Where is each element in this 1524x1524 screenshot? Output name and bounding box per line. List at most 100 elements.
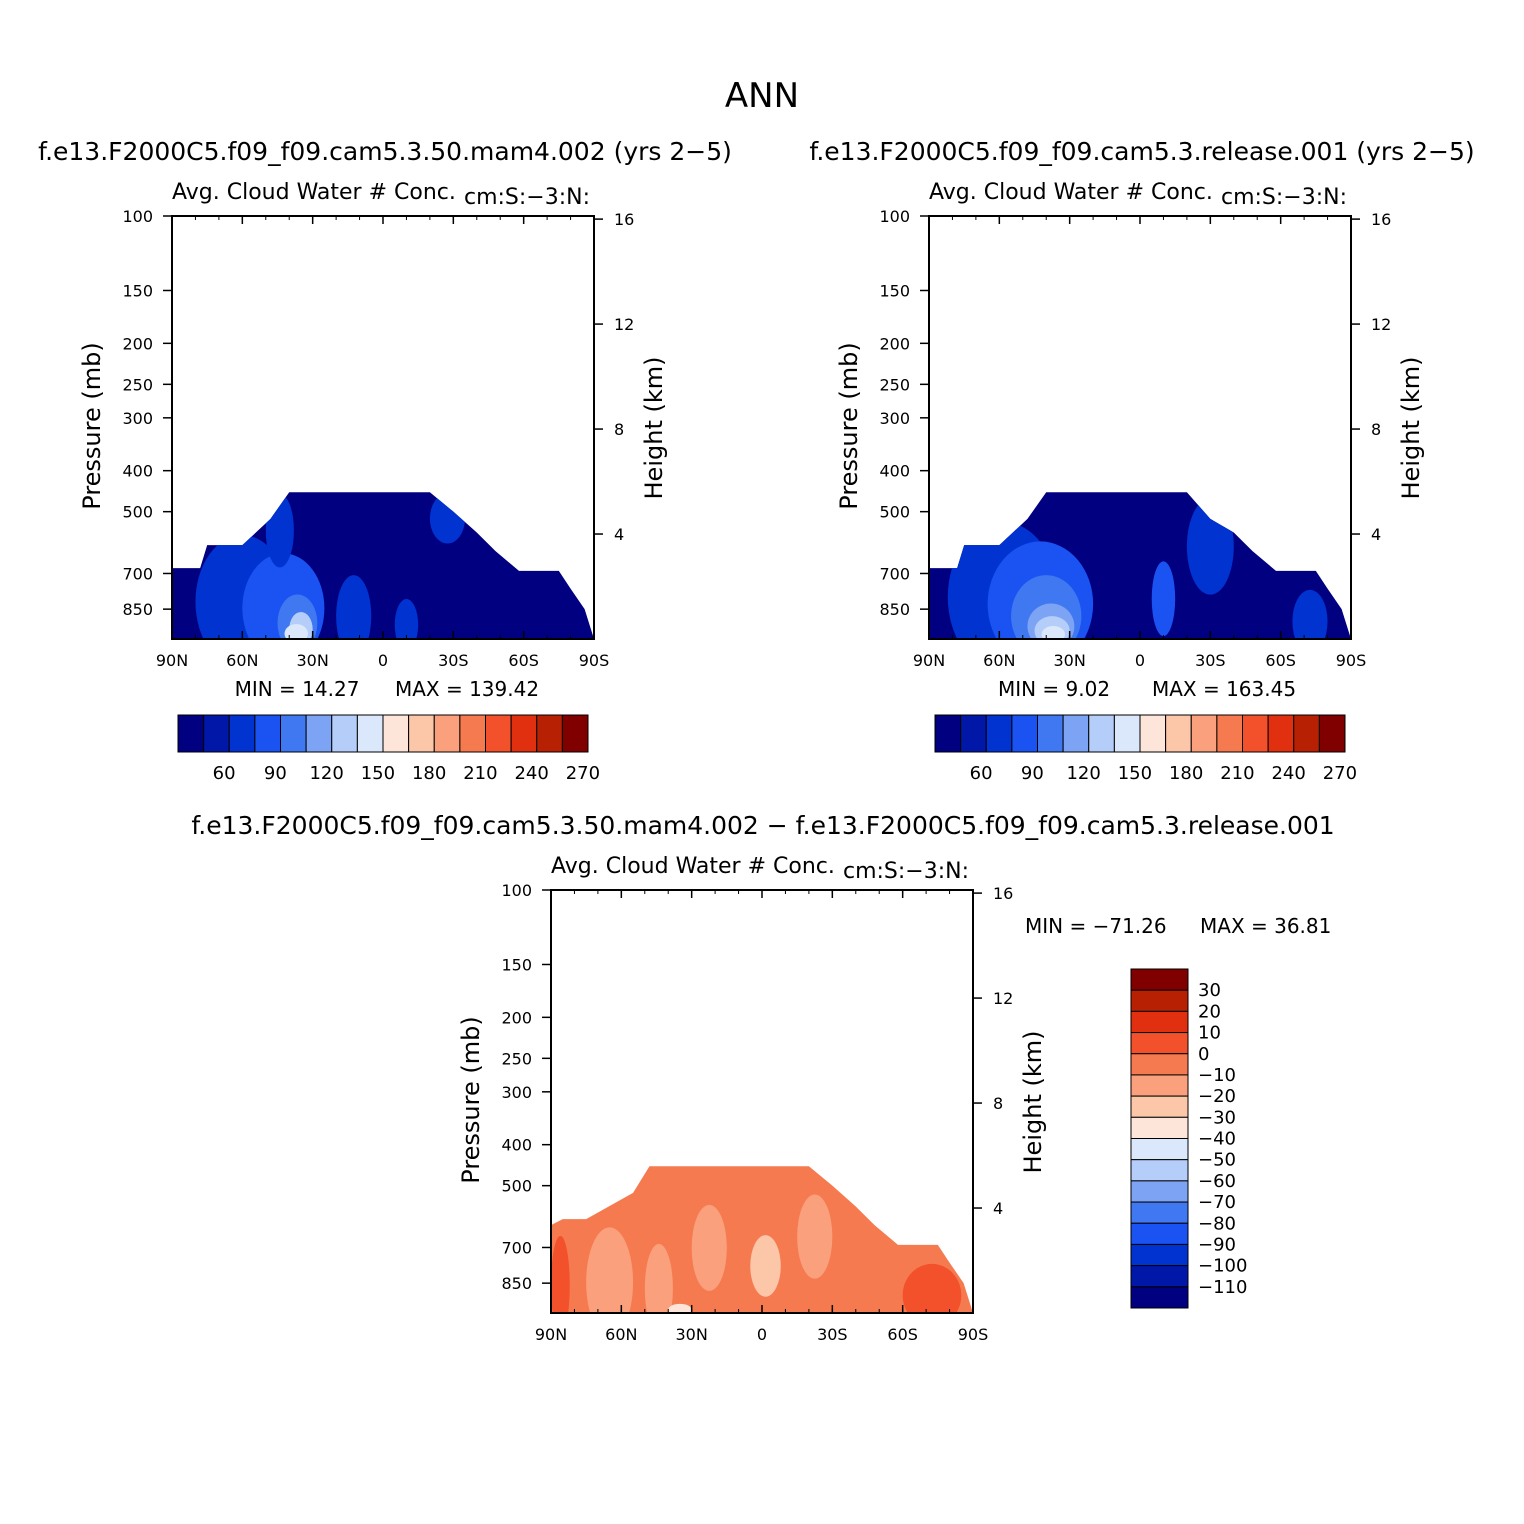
y-tick-label: 700 xyxy=(501,1238,532,1257)
colorbar-box xyxy=(1130,1138,1189,1161)
colorbar-box xyxy=(228,714,256,753)
y-tick-label: 300 xyxy=(122,409,153,428)
colorbar-label: 210 xyxy=(463,763,497,784)
colorbar-label: 210 xyxy=(1220,763,1254,784)
x-tick-label: 60N xyxy=(226,651,258,670)
x-tick-label: 60S xyxy=(887,1325,918,1344)
colorbar-box xyxy=(510,714,538,753)
colorbar-box xyxy=(1293,714,1320,753)
max-stat: MAX = 36.81 xyxy=(1200,914,1331,938)
field-contour xyxy=(1292,589,1328,639)
y-axis-label: Pressure (mb) xyxy=(457,1016,485,1183)
field-contour xyxy=(1151,561,1176,637)
x-tick-label: 0 xyxy=(378,651,388,670)
y2-tick-label: 16 xyxy=(993,884,1013,903)
colorbar-box xyxy=(1130,1010,1189,1034)
colorbar-label: −30 xyxy=(1198,1107,1236,1128)
field-contour xyxy=(394,599,419,639)
field-contour xyxy=(902,1263,962,1313)
field-fill xyxy=(551,1166,973,1313)
figure-title: ANN xyxy=(725,76,799,116)
field-fill xyxy=(929,492,1351,639)
colorbar-label: −70 xyxy=(1198,1192,1236,1213)
x-tick-label: 60N xyxy=(983,651,1015,670)
field-contour xyxy=(691,1204,727,1291)
y-tick-label: 500 xyxy=(122,503,153,522)
colorbar-box xyxy=(1130,1265,1189,1288)
colorbar-label: 150 xyxy=(1118,763,1152,784)
panel-units: cm:S:−3:N: xyxy=(1221,185,1347,210)
y-axis-label: Pressure (mb) xyxy=(78,342,106,509)
colorbar-box xyxy=(280,714,307,753)
y2-tick-label: 16 xyxy=(614,210,634,229)
x-tick-label: 60S xyxy=(1265,651,1296,670)
colorbar-box xyxy=(356,714,384,753)
y2-tick-label: 12 xyxy=(614,315,634,334)
colorbar-box xyxy=(1190,714,1218,753)
y-tick-label: 300 xyxy=(879,409,910,428)
panel-title: Avg. Cloud Water # Conc. xyxy=(172,180,456,205)
colorbar-box xyxy=(459,714,486,753)
colorbar-box xyxy=(1267,714,1295,753)
colorbar-label: 180 xyxy=(412,763,446,784)
y-tick-label: 850 xyxy=(879,600,910,619)
colorbar-box xyxy=(1130,968,1189,991)
colorbar-box xyxy=(1130,1180,1189,1203)
x-tick-label: 90S xyxy=(958,1325,989,1344)
y2-tick-label: 8 xyxy=(993,1094,1003,1113)
colorbar-box xyxy=(433,714,461,753)
colorbar-label: 180 xyxy=(1169,763,1203,784)
max-stat: MAX = 139.42 xyxy=(395,677,539,701)
panel-mam4: Avg. Cloud Water # Conc. cm:S:−3:N: 90N 60N… xyxy=(78,180,668,784)
colorbar-box xyxy=(1318,714,1346,753)
colorbar-box xyxy=(1130,1222,1189,1245)
panel-units: cm:S:−3:N: xyxy=(843,859,969,884)
colorbar-box xyxy=(536,714,563,753)
panel-units: cm:S:−3:N: xyxy=(464,185,590,210)
colorbar-box xyxy=(1130,1074,1189,1097)
y2-axis-label: Height (km) xyxy=(1019,1031,1047,1174)
colorbar-label: 120 xyxy=(309,763,343,784)
top-left-caption: f.e13.F2000C5.f09_f09.cam5.3.50.mam4.002… xyxy=(38,137,732,166)
field-contour xyxy=(429,493,466,544)
y-tick-label: 150 xyxy=(879,281,910,300)
colorbar-label: 60 xyxy=(970,763,993,784)
colorbar-label: −90 xyxy=(1198,1234,1236,1255)
y-tick-label: 100 xyxy=(879,207,910,226)
colorbar-box xyxy=(485,714,512,753)
y2-tick-label: 4 xyxy=(1371,525,1381,544)
colorbar-label: 60 xyxy=(213,763,236,784)
colorbar-box xyxy=(254,714,281,753)
colorbar-box xyxy=(1088,714,1115,753)
y-tick-label: 300 xyxy=(501,1083,532,1102)
y-axis-label: Pressure (mb) xyxy=(835,342,863,509)
colorbar-box xyxy=(1216,714,1243,753)
colorbar-box xyxy=(1062,714,1090,753)
x-tick-label: 60S xyxy=(508,651,539,670)
x-tick-label: 30N xyxy=(297,651,329,670)
min-stat: MIN = 9.02 xyxy=(998,677,1110,701)
y-tick-label: 400 xyxy=(501,1136,532,1155)
field-contour xyxy=(586,1227,634,1313)
colorbar-label: 120 xyxy=(1066,763,1100,784)
colorbar-label: 10 xyxy=(1198,1023,1221,1044)
y-tick-label: 200 xyxy=(122,334,153,353)
y-tick-label: 100 xyxy=(501,881,532,900)
field-contour xyxy=(797,1194,833,1279)
field-contour xyxy=(1186,498,1234,595)
field-contour xyxy=(265,493,294,568)
y2-tick-label: 4 xyxy=(614,525,624,544)
y-tick-label: 100 xyxy=(122,207,153,226)
x-tick-label: 30S xyxy=(1195,651,1226,670)
colorbar-label: 0 xyxy=(1198,1044,1209,1065)
colorbar-label: 150 xyxy=(361,763,395,784)
min-stat: MIN = −71.26 xyxy=(1025,914,1167,938)
colorbar-box xyxy=(1130,1243,1189,1267)
x-tick-label: 90N xyxy=(535,1325,567,1344)
colorbar-box xyxy=(1242,714,1269,753)
colorbar-box xyxy=(1130,1159,1189,1182)
y2-tick-label: 4 xyxy=(993,1199,1003,1218)
max-stat: MAX = 163.45 xyxy=(1152,677,1296,701)
colorbar-box xyxy=(382,714,410,753)
field-contour xyxy=(336,575,372,639)
